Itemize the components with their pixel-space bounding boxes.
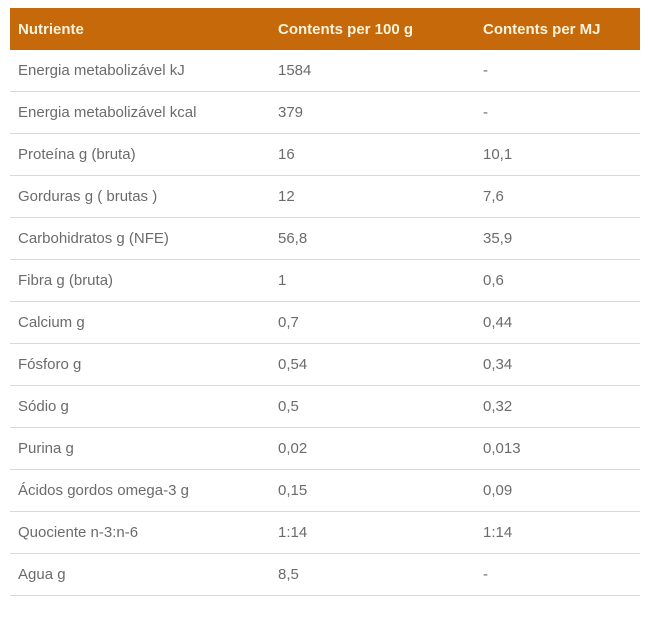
- cell-nutrient: Sódio g: [10, 385, 270, 428]
- header-cell-nutrient: Nutriente: [10, 8, 270, 50]
- cell-per-mj: -: [475, 553, 640, 596]
- cell-nutrient: Agua g: [10, 553, 270, 596]
- table-row: Purina g 0,02 0,013: [10, 427, 640, 470]
- table-row: Carbohidratos g (NFE) 56,8 35,9: [10, 217, 640, 260]
- cell-per-mj: 1:14: [475, 511, 640, 554]
- table-body: Energia metabolizável kJ 1584- Energia met…: [10, 50, 640, 596]
- cell-per-100g: 0,5: [270, 385, 475, 428]
- table-row: Agua g 8,5-: [10, 553, 640, 596]
- table-row: Fibra g (bruta) 1 0,6: [10, 259, 640, 302]
- nutrition-table: Nutriente Contents per 100 g Contents per …: [10, 8, 640, 596]
- cell-per-100g: 56,8: [270, 217, 475, 260]
- table-row: Sódio g 0,5 0,32: [10, 385, 640, 428]
- cell-per-mj: 7,6: [475, 175, 640, 218]
- cell-per-mj: 0,32: [475, 385, 640, 428]
- cell-per-100g: 1:14: [270, 511, 475, 554]
- cell-per-mj: 0,6: [475, 259, 640, 302]
- cell-per-100g: 8,5: [270, 553, 475, 596]
- table-row: Ácidos gordos omega-3 g 0,15 0,09: [10, 469, 640, 512]
- cell-nutrient: Calcium g: [10, 301, 270, 344]
- cell-per-mj: 0,34: [475, 343, 640, 386]
- cell-per-100g: 1584: [270, 50, 475, 92]
- table-row: Quociente n-3:n-6 1:14 1:14: [10, 511, 640, 554]
- cell-nutrient: Energia metabolizável kcal: [10, 91, 270, 134]
- cell-per-100g: 0,54: [270, 343, 475, 386]
- cell-per-100g: 0,02: [270, 427, 475, 470]
- table-row: Energia metabolizável kJ 1584-: [10, 50, 640, 92]
- header-cell-per-mj: Contents per MJ: [475, 8, 640, 50]
- table-row: Energia metabolizável kcal 379-: [10, 91, 640, 134]
- cell-nutrient: Proteína g (bruta): [10, 133, 270, 176]
- cell-nutrient: Fibra g (bruta): [10, 259, 270, 302]
- cell-per-100g: 0,7: [270, 301, 475, 344]
- cell-nutrient: Ácidos gordos omega-3 g: [10, 469, 270, 512]
- table-row: Gorduras g ( brutas ) 12 7,6: [10, 175, 640, 218]
- cell-nutrient: Gorduras g ( brutas ): [10, 175, 270, 218]
- cell-per-mj: -: [475, 91, 640, 134]
- cell-per-100g: 12: [270, 175, 475, 218]
- cell-per-mj: 0,44: [475, 301, 640, 344]
- table-row: Fósforo g 0,54 0,34: [10, 343, 640, 386]
- cell-nutrient: Purina g: [10, 427, 270, 470]
- cell-per-mj: 10,1: [475, 133, 640, 176]
- cell-nutrient: Quociente n-3:n-6: [10, 511, 270, 554]
- cell-nutrient: Carbohidratos g (NFE): [10, 217, 270, 260]
- cell-per-mj: 0,013: [475, 427, 640, 470]
- cell-per-100g: 379: [270, 91, 475, 134]
- cell-per-100g: 1: [270, 259, 475, 302]
- cell-nutrient: Fósforo g: [10, 343, 270, 386]
- cell-per-100g: 16: [270, 133, 475, 176]
- table-row: Calcium g 0,7 0,44: [10, 301, 640, 344]
- header-cell-per-100g: Contents per 100 g: [270, 8, 475, 50]
- cell-nutrient: Energia metabolizável kJ: [10, 50, 270, 92]
- cell-per-100g: 0,15: [270, 469, 475, 512]
- cell-per-mj: -: [475, 50, 640, 92]
- cell-per-mj: 35,9: [475, 217, 640, 260]
- cell-per-mj: 0,09: [475, 469, 640, 512]
- table-row: Proteína g (bruta) 16 10,1: [10, 133, 640, 176]
- header-row: Nutriente Contents per 100 g Contents per …: [10, 8, 640, 50]
- table-header: Nutriente Contents per 100 g Contents per …: [10, 8, 640, 50]
